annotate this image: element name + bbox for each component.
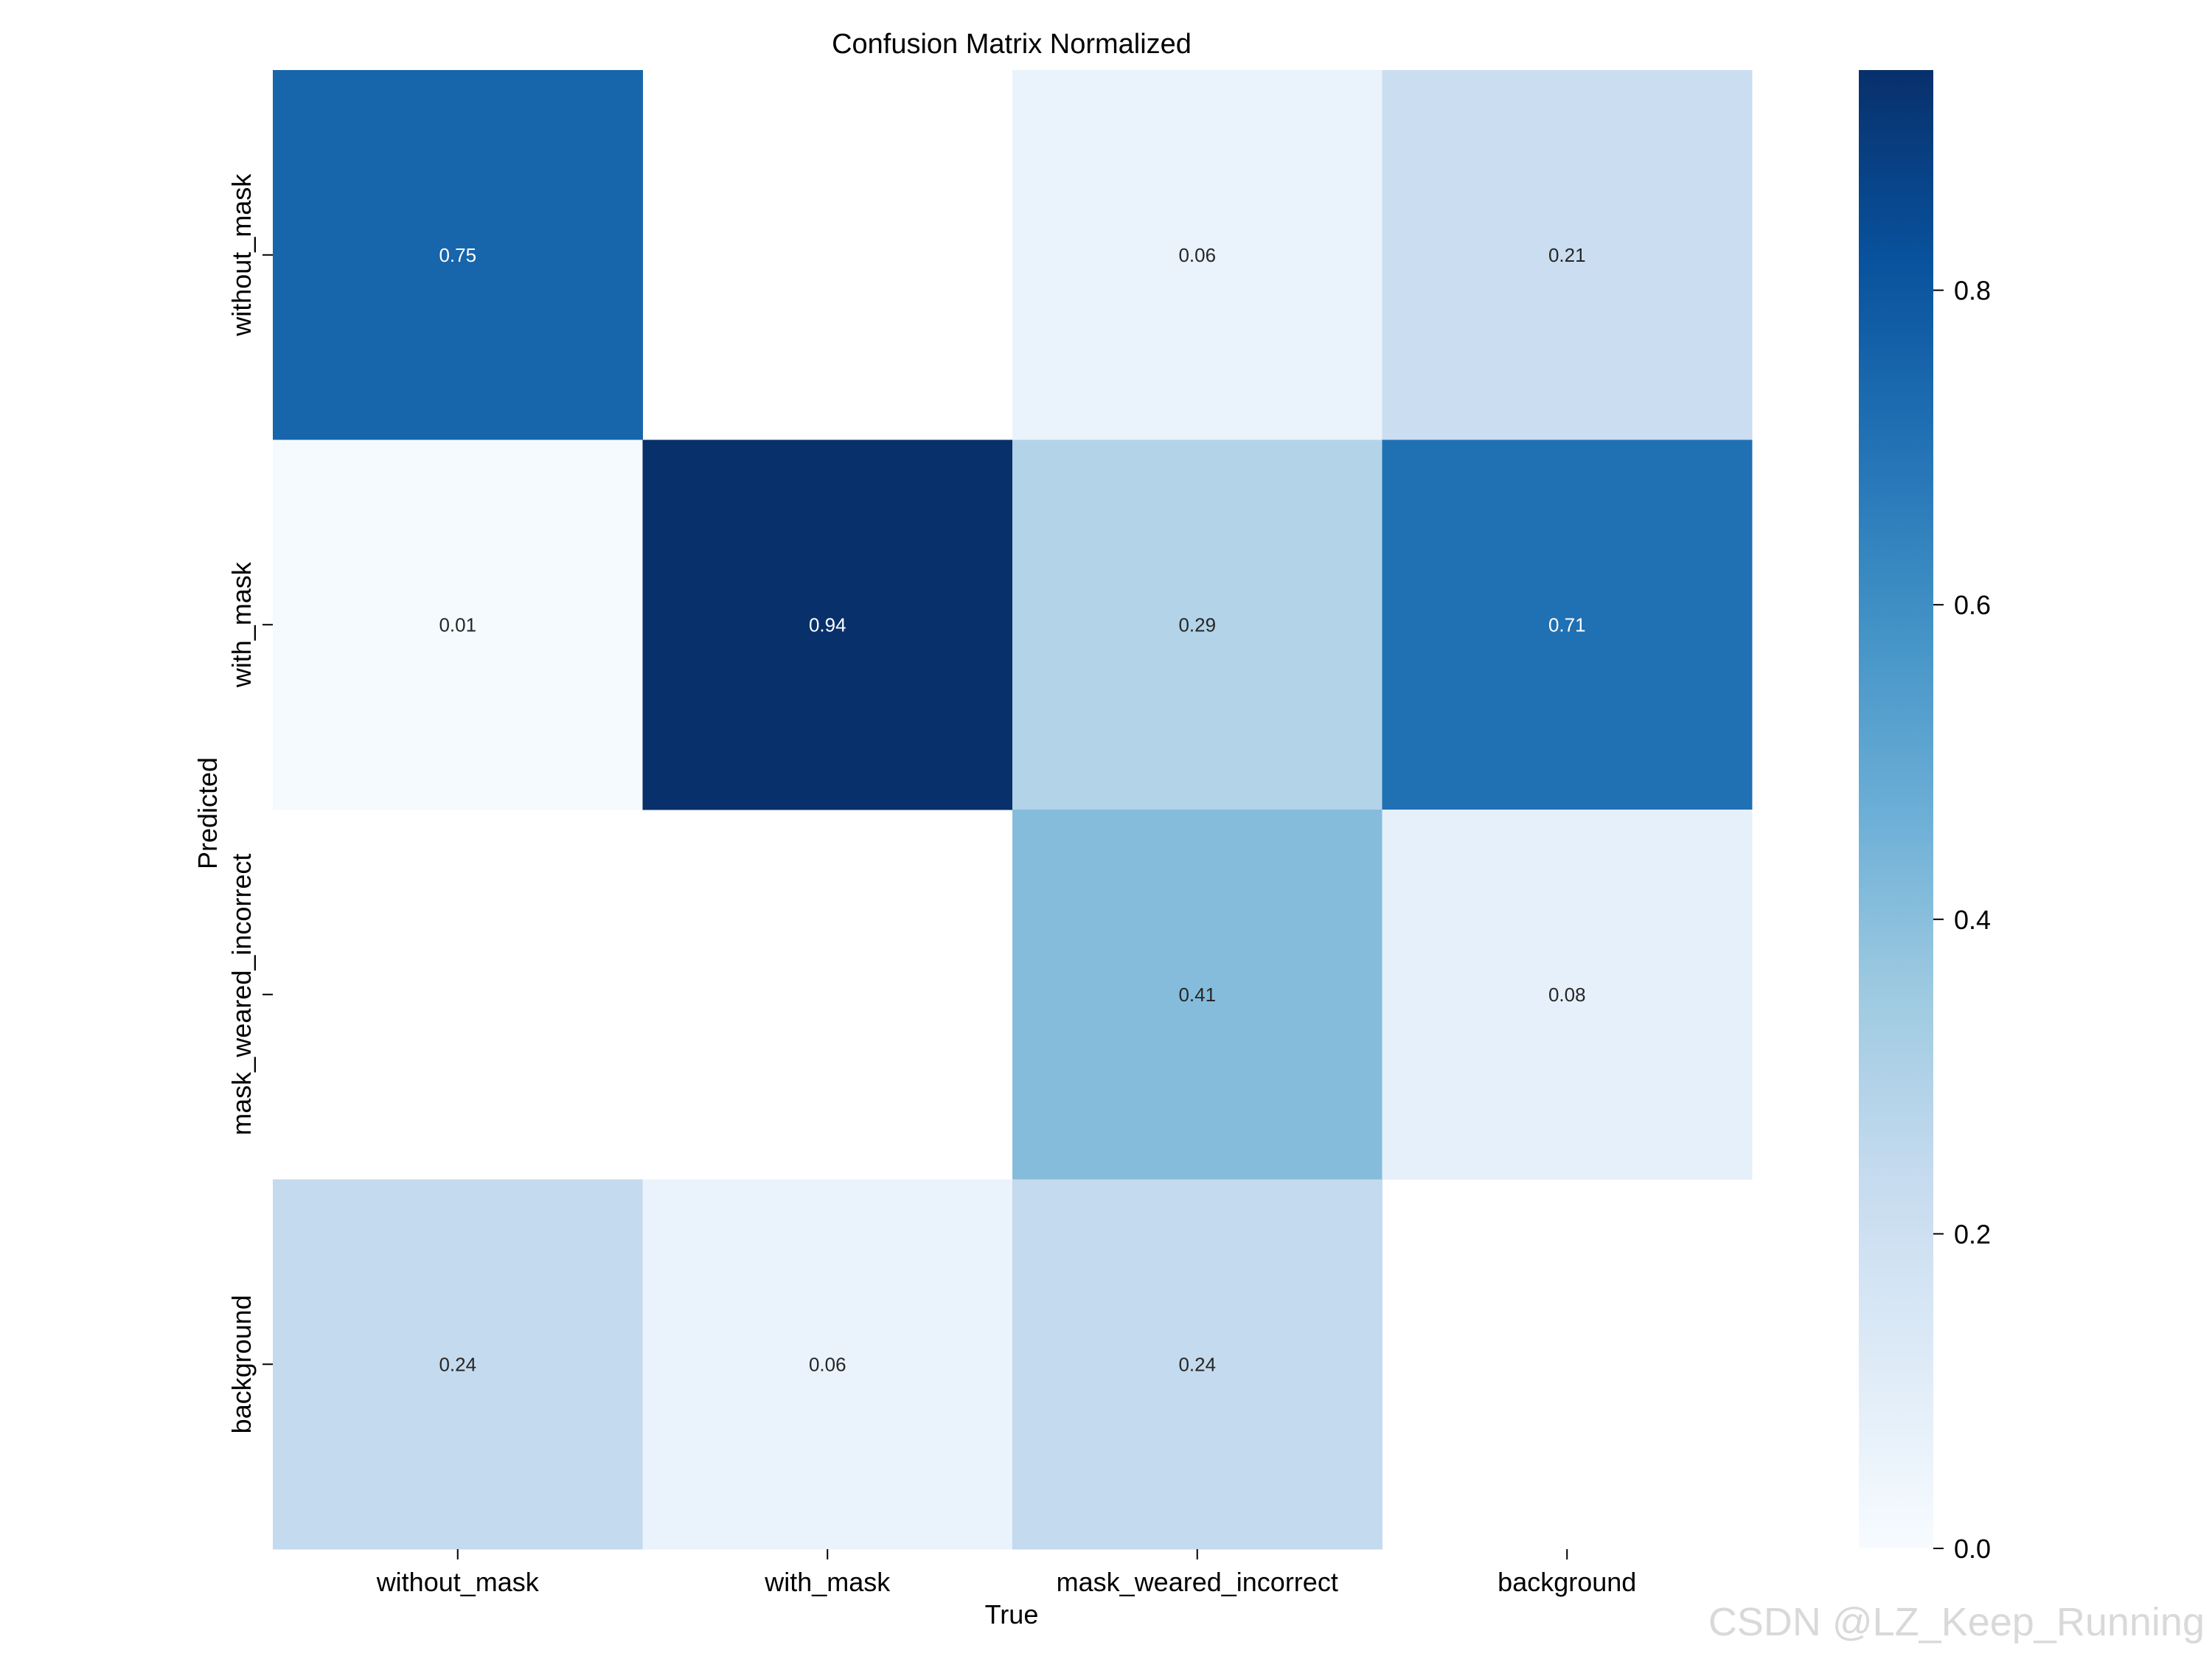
heatmap-cell (1012, 810, 1382, 1180)
chart-title: Confusion Matrix Normalized (832, 29, 1192, 60)
heatmap-cell (273, 70, 643, 440)
cell-value-label: 0.21 (1548, 244, 1586, 266)
colorbar-tick-label: 0.2 (1954, 1219, 1991, 1249)
heatmap-cell-labels: 0.75 0.06 0.21 0.01 0.94 0.29 0.71 0.41 0.08 0.24… (439, 244, 1585, 1376)
cell-value-label: 0.71 (1548, 613, 1586, 636)
heatmap-cell (1382, 439, 1753, 810)
x-tick-label: background (1498, 1567, 1636, 1597)
x-tick-label: without_mask (376, 1567, 540, 1597)
y-tick-label: with_mask (226, 561, 257, 688)
y-axis-label: Predicted (192, 757, 223, 869)
cell-value-label: 0.29 (1178, 613, 1216, 636)
x-tick-label: with_mask (764, 1567, 891, 1597)
cell-value-label: 0.06 (809, 1353, 846, 1375)
y-tick-label: without_mask (226, 173, 257, 337)
cell-value-label: 0.01 (439, 613, 476, 636)
colorbar (1859, 70, 1933, 1548)
x-axis-label: True (985, 1599, 1039, 1630)
colorbar-ticks: 0.0 0.2 0.4 0.6 0.8 (1933, 276, 1991, 1564)
heatmap-cell (642, 439, 1013, 810)
cell-value-label: 0.41 (1178, 984, 1216, 1006)
heatmap-cell (273, 439, 643, 810)
colorbar-tick-label: 0.0 (1954, 1534, 1991, 1564)
heatmap-cell (1012, 70, 1382, 440)
cell-value-label: 0.06 (1178, 244, 1216, 266)
heatmap-cell (1382, 70, 1753, 440)
heatmap-cell (273, 1179, 643, 1550)
x-tick-label: mask_weared_incorrect (1057, 1567, 1338, 1597)
colorbar-tick-label: 0.4 (1954, 905, 1991, 935)
heatmap-cell (642, 1179, 1013, 1550)
heatmap-cells (273, 70, 1753, 1550)
heatmap-cell (1012, 1179, 1382, 1550)
cell-value-label: 0.94 (809, 613, 846, 636)
y-axis-ticks: without_mask with_mask mask_weared_incorre… (226, 173, 273, 1433)
heatmap-cell (1382, 810, 1753, 1180)
cell-value-label: 0.75 (439, 244, 476, 266)
cell-value-label: 0.24 (439, 1353, 476, 1375)
x-axis-ticks: without_mask with_mask mask_weared_incorre… (376, 1549, 1636, 1597)
colorbar-tick-label: 0.6 (1954, 590, 1991, 620)
heatmap-cell (1012, 439, 1382, 810)
y-tick-label: mask_weared_incorrect (226, 854, 257, 1135)
colorbar-tick-label: 0.8 (1954, 276, 1991, 306)
cell-value-label: 0.24 (1178, 1353, 1216, 1375)
watermark: CSDN @LZ_Keep_Running (1708, 1600, 2205, 1644)
cell-value-label: 0.08 (1548, 984, 1586, 1006)
y-tick-label: background (226, 1295, 257, 1433)
